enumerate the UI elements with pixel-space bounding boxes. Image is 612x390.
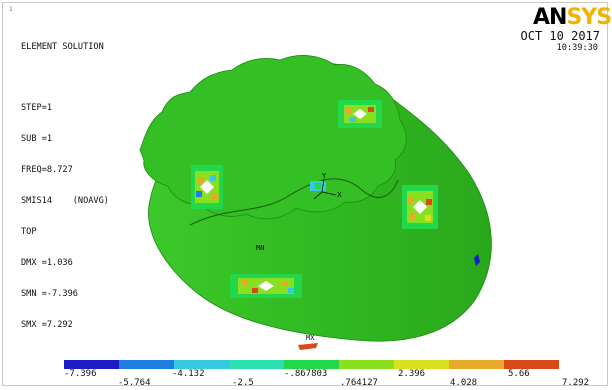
- legend-band: [64, 360, 119, 369]
- shell-top-cap: [139, 55, 407, 220]
- legend-label: 4.028: [450, 378, 478, 388]
- info-line: SMX =7.292: [21, 319, 73, 330]
- legend-band: [504, 360, 559, 369]
- time-stamp: 10:39:30: [556, 43, 598, 53]
- info-line: FREQ=8.727: [21, 165, 73, 176]
- ansys-logo: ANSYS: [533, 5, 612, 30]
- stress-patch: [310, 181, 326, 191]
- legend-band: [449, 360, 504, 369]
- legend-label: -7.396: [64, 369, 97, 379]
- legend-label: -2.5: [232, 378, 254, 388]
- coordinate-triad: X Y: [313, 172, 342, 200]
- info-line: DMX =1.036: [21, 257, 73, 268]
- axis-x-label: X: [337, 191, 342, 199]
- legend-band: [119, 360, 174, 369]
- legend-band: [339, 360, 394, 369]
- window-number: 1: [9, 6, 13, 13]
- legend-band: [394, 360, 449, 369]
- info-line: SMN =-7.396: [21, 288, 78, 299]
- info-line: SMIS14 (NOAVG): [21, 196, 109, 207]
- logo-text-a: AN: [533, 5, 567, 30]
- info-line: SUB =1: [21, 134, 53, 145]
- legend-label: 2.396: [398, 369, 426, 379]
- legend-label: .764127: [340, 378, 378, 388]
- stress-patch: [191, 165, 223, 209]
- info-line: STEP=1: [21, 103, 53, 114]
- legend-label: 5.66: [508, 369, 530, 379]
- logo-text-b: SYS: [566, 5, 612, 30]
- max-region-mark: [298, 343, 318, 350]
- axis-y-label: Y: [321, 172, 327, 180]
- legend-label: 7.292: [562, 378, 590, 388]
- max-label: MX: [306, 334, 315, 342]
- graphics-window[interactable]: 1: [2, 2, 608, 386]
- legend-band: [284, 360, 339, 369]
- date-stamp: OCT 10 2017: [520, 29, 600, 43]
- legend-band: [174, 360, 229, 369]
- stress-patch: [230, 274, 302, 298]
- stress-patch: [338, 100, 382, 128]
- min-label: MN: [256, 244, 264, 252]
- info-line: ELEMENT SOLUTION: [21, 41, 104, 52]
- legend-band: [229, 360, 284, 369]
- info-line: TOP: [21, 226, 37, 237]
- legend-label: -5.764: [118, 378, 151, 388]
- solution-info: ELEMENT SOLUTION STEP=1 SUB =1 FREQ=8.72…: [21, 21, 109, 340]
- stress-patch: [402, 185, 438, 229]
- legend-label: -.867803: [284, 369, 328, 379]
- color-legend-bar: [64, 360, 559, 369]
- legend-label: -4.132: [172, 369, 205, 379]
- min-region-mark: [474, 254, 480, 266]
